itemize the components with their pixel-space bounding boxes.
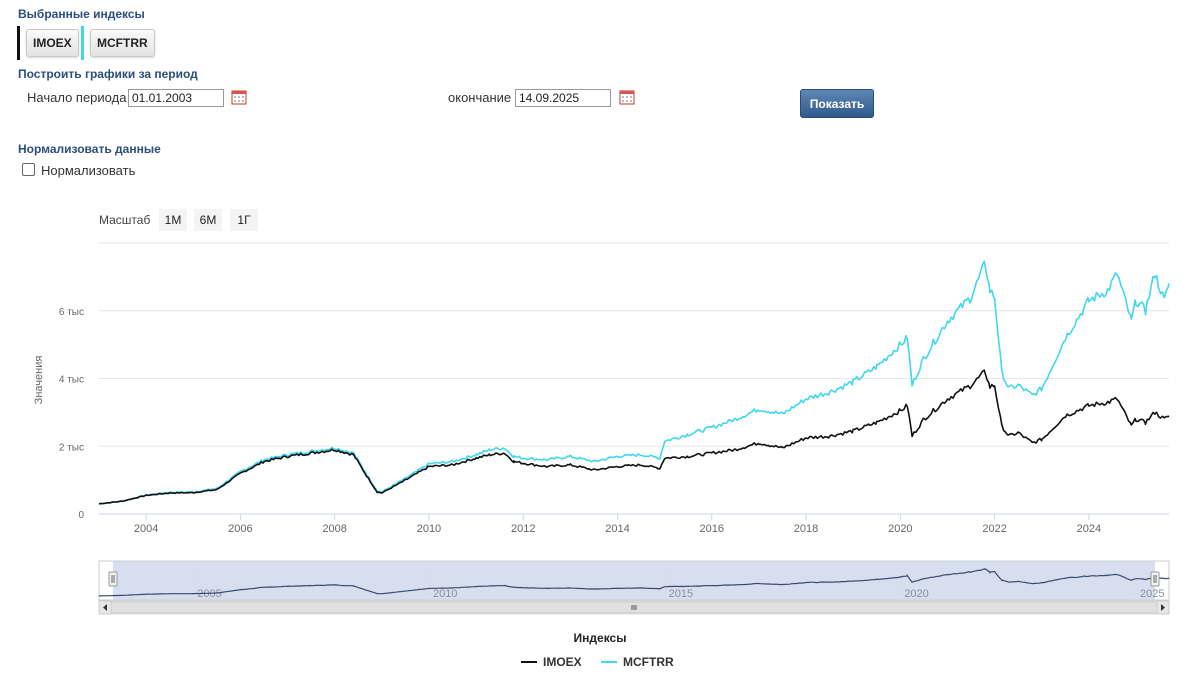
x-tick-label: 2014 <box>605 523 629 535</box>
legend-label: IMOEX <box>543 655 582 669</box>
navigator-handle-right[interactable] <box>1150 571 1160 587</box>
x-tick-label: 2020 <box>888 523 912 535</box>
zoom-label: Масштаб <box>99 213 151 227</box>
legend-swatch <box>601 661 617 663</box>
mcftrr-button[interactable]: MCFTRR <box>90 29 155 57</box>
normalize-checkbox-label[interactable]: Нормализовать <box>41 163 136 178</box>
show-button[interactable]: Показать <box>800 89 874 118</box>
navigator-tick-label: 2015 <box>669 588 693 600</box>
series-line-imoex <box>98 369 1170 505</box>
series-group <box>98 260 1170 505</box>
y-tick-label: 6 тыс <box>59 307 84 318</box>
navigator-series-line <box>99 567 1170 597</box>
navigator-handle-left[interactable] <box>108 571 118 587</box>
arrow-left-icon <box>103 604 107 611</box>
navigator-tick-label: 2005 <box>197 588 221 600</box>
y-tick-label: 0 <box>78 510 84 521</box>
arrow-right-icon <box>1161 604 1165 611</box>
legend-item-imoex[interactable]: IMOEX <box>521 655 582 669</box>
grid-lines <box>99 242 1169 515</box>
x-tick-label: 2006 <box>228 523 252 535</box>
x-tick-label: 2018 <box>794 523 818 535</box>
x-tick-label: 2004 <box>134 523 158 535</box>
y-tick-label: 4 тыс <box>59 375 84 386</box>
y-axis-label: Значения <box>33 356 45 405</box>
index-color-bar <box>17 26 20 60</box>
normalize-title: Нормализовать данные <box>18 142 161 156</box>
legend-swatch <box>521 661 537 663</box>
start-date-input[interactable] <box>128 89 224 107</box>
end-date-input[interactable] <box>515 89 611 107</box>
series-line-mcftrr <box>98 260 1170 505</box>
normalize-checkbox[interactable] <box>22 163 35 176</box>
zoom-1m-button[interactable]: 1М <box>159 209 187 231</box>
navigator-tick-label: 2020 <box>904 588 928 600</box>
zoom-6m-button[interactable]: 6М <box>194 209 222 231</box>
x-tick-label: 2008 <box>322 523 346 535</box>
end-date-label: окончание <box>448 90 512 105</box>
imoex-button[interactable]: IMOEX <box>26 29 79 57</box>
navigator-tick-label: 2010 <box>433 588 457 600</box>
index-chip-mcftrr[interactable]: MCFTRR <box>81 26 155 60</box>
index-chip-imoex[interactable]: IMOEX <box>17 26 79 60</box>
x-tick-label: 2012 <box>511 523 535 535</box>
calendar-icon[interactable] <box>619 89 635 105</box>
x-tick-label: 2016 <box>700 523 724 535</box>
navigator-tick-label: 2025 <box>1140 588 1164 600</box>
zoom-1y-button[interactable]: 1Г <box>230 209 258 231</box>
start-date-label: Начало периода <box>27 90 127 105</box>
y-tick-label: 2 тыс <box>59 442 84 453</box>
x-tick-label: 2022 <box>982 523 1006 535</box>
navigator: 2005 2010 2015 2020 2025 <box>98 560 1170 615</box>
legend-label: MCFTRR <box>623 655 674 669</box>
calendar-icon[interactable] <box>231 89 247 105</box>
x-axis-ticks: 2004 2006 2008 2010 2012 2014 2016 2018 2020 2022… <box>134 514 1101 535</box>
selected-indexes-title: Выбранные индексы <box>18 7 145 21</box>
x-tick-label: 2024 <box>1077 523 1101 535</box>
period-title: Построить графики за период <box>18 67 198 81</box>
legend-item-mcftrr[interactable]: MCFTRR <box>601 655 674 669</box>
index-color-bar <box>81 26 84 60</box>
x-tick-label: 2010 <box>417 523 441 535</box>
y-axis-ticks: 0 2 тыс 4 тыс 6 тыс <box>59 307 85 521</box>
navigator-selection[interactable] <box>113 561 1155 600</box>
legend-title: Индексы <box>573 631 627 645</box>
